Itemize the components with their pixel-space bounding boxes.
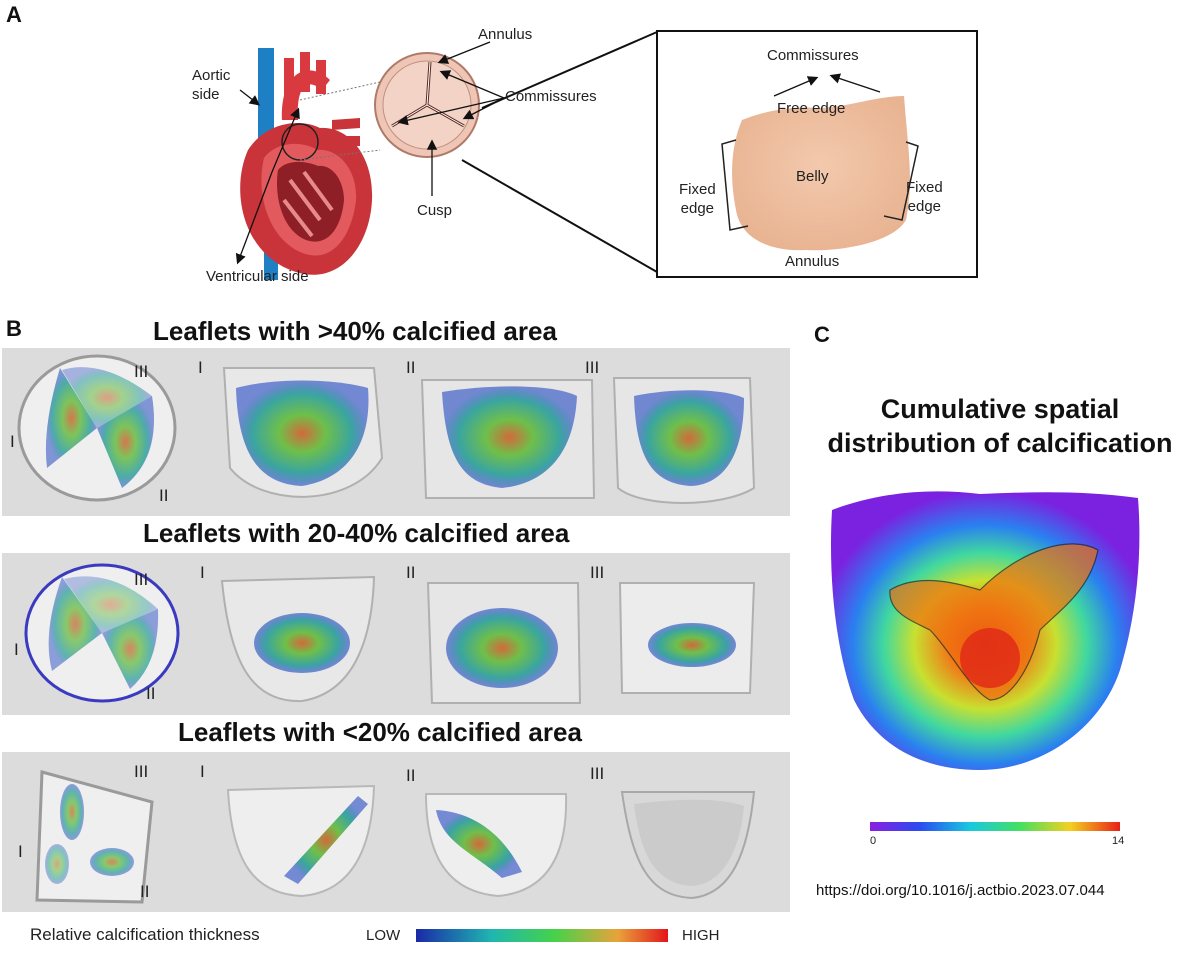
aortic-side-label: Aortic side	[192, 67, 231, 103]
row-1-title: Leaflets with >40% calcified area	[153, 316, 557, 346]
row-2-valve-label-II: II	[146, 684, 156, 703]
row-1-col-I: I	[198, 358, 203, 377]
row-1-leaflet-III	[612, 377, 756, 504]
cusp-label: Cusp	[417, 202, 453, 219]
row-1-valve-label-I: I	[10, 432, 15, 451]
colorbar-max-label: 14	[1112, 835, 1125, 847]
row-3-valve-label-I: I	[18, 842, 23, 861]
fixed-edge-right-label: Fixed edge	[906, 179, 943, 215]
row-2-valve-top-view	[24, 563, 180, 703]
commissures-label: Commissures	[505, 88, 597, 105]
thickness-legend-label: Relative calcification thickness	[30, 925, 260, 944]
row-3-col-II: II	[406, 766, 416, 785]
leaflet-tissue-illustration	[721, 73, 919, 251]
panel-c-letter: C	[814, 322, 830, 347]
ventricular-side-label: Ventricular side	[206, 268, 309, 285]
row-2-leaflet-I	[220, 575, 376, 703]
row-1-col-II: II	[406, 358, 416, 377]
cumulative-colorbar	[870, 822, 1120, 831]
row-3-valve-top-view	[35, 770, 154, 904]
row-1-leaflet-II	[420, 379, 596, 499]
row-1-valve-top-view	[17, 354, 177, 502]
panel-a-connectors	[235, 31, 658, 273]
heart-illustration	[240, 48, 373, 280]
thickness-legend-low: LOW	[366, 927, 401, 944]
thickness-legend-high: HIGH	[682, 927, 720, 944]
row-3-leaflet-III	[620, 791, 756, 900]
row-2-col-II: II	[406, 563, 416, 582]
panel-b-letter: B	[6, 316, 22, 341]
row-2-title: Leaflets with 20-40% calcified area	[143, 518, 570, 548]
box-annulus-label: Annulus	[785, 253, 840, 270]
annulus-label: Annulus	[478, 26, 533, 43]
row-3-leaflet-I	[226, 784, 376, 898]
fixed-edge-left-label: Fixed edge	[679, 181, 716, 217]
row-2-col-I: I	[200, 563, 205, 582]
row-3-leaflet-scans	[35, 770, 756, 904]
row-1-valve-label-II: II	[159, 486, 169, 505]
colorbar-min-label: 0	[870, 835, 877, 847]
free-edge-label: Free edge	[777, 100, 846, 117]
row-2-leaflet-II	[426, 582, 582, 704]
row-3-leaflet-II	[424, 793, 568, 898]
row-1-leaflet-scans	[17, 354, 756, 504]
row-2-valve-label-I: I	[14, 640, 19, 659]
row-3-valve-label-II: II	[140, 882, 150, 901]
row-1-col-III: III	[585, 358, 600, 377]
row-2-leaflet-scans	[24, 563, 756, 704]
row-3-valve-label-III: III	[134, 762, 149, 781]
panel-c-title-line1: Cumulative spatial	[880, 394, 1120, 424]
thickness-colorbar	[416, 929, 668, 942]
row-3-col-I: I	[200, 762, 205, 781]
doi-link[interactable]: https://doi.org/10.1016/j.actbio.2023.07…	[816, 882, 1105, 899]
panel-a-letter: A	[6, 2, 22, 27]
row-2-col-III: III	[590, 563, 605, 582]
box-commissures-label: Commissures	[767, 47, 859, 64]
belly-label: Belly	[796, 168, 829, 185]
panel-c-title-line2: distribution of calcification	[827, 428, 1173, 458]
row-3-title: Leaflets with <20% calcified area	[178, 717, 582, 747]
row-2-valve-label-III: III	[134, 570, 149, 589]
aortic-valve-illustration	[374, 52, 480, 158]
row-1-leaflet-I	[222, 367, 384, 498]
row-2-leaflet-III	[618, 582, 756, 694]
cumulative-heatmap	[830, 491, 1140, 770]
row-3-col-III: III	[590, 764, 605, 783]
row-1-valve-label-III: III	[134, 362, 149, 381]
